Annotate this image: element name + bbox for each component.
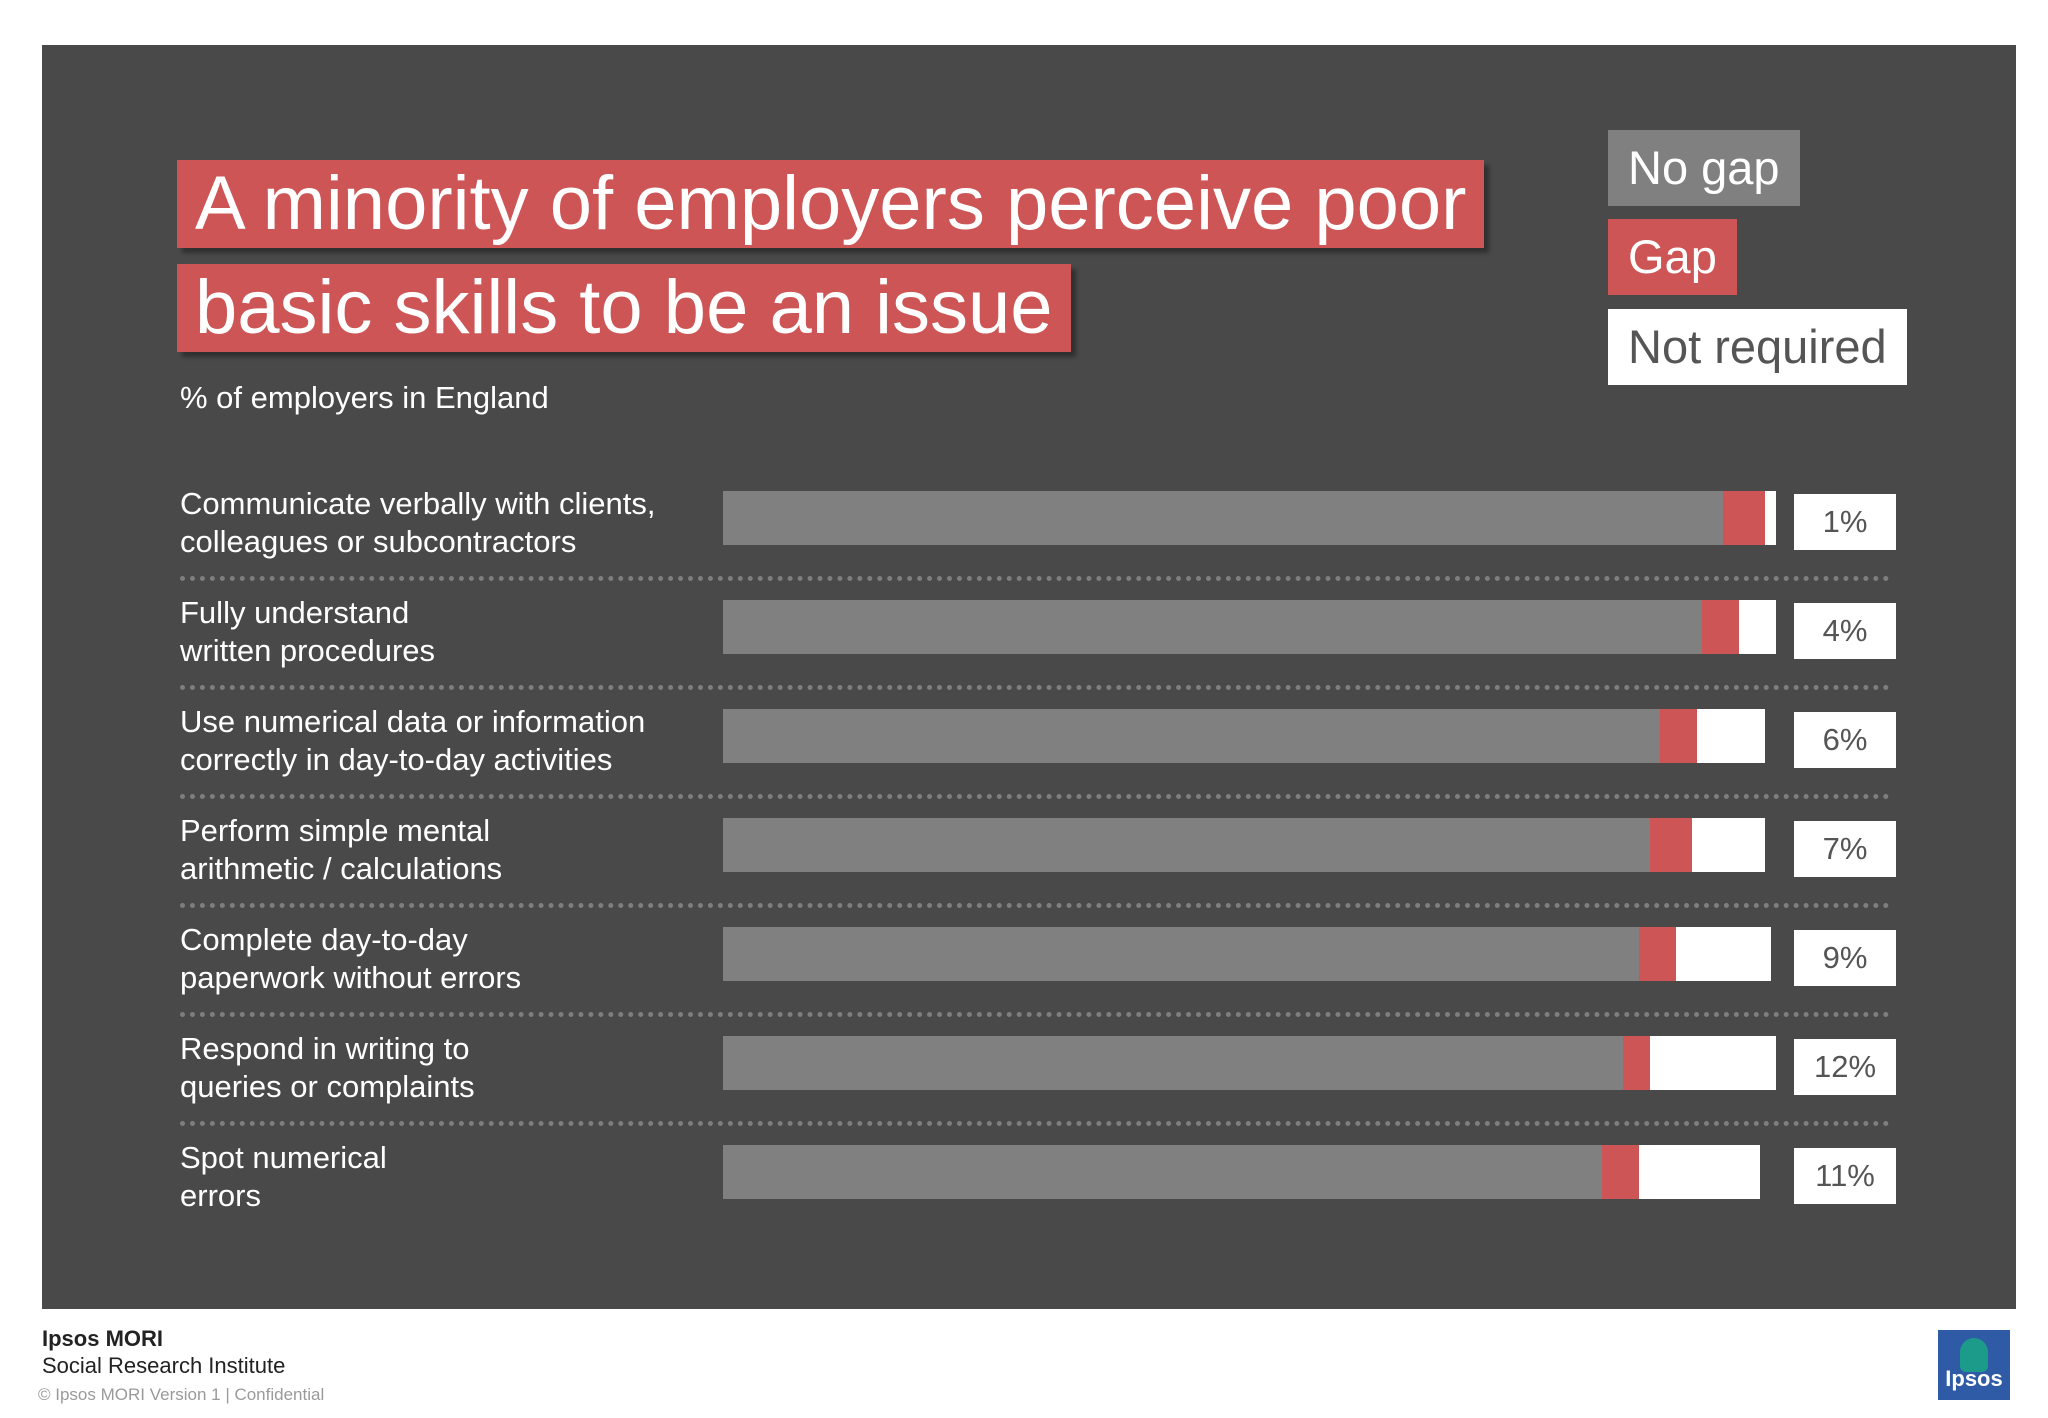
category-label: Use numerical data or information correct… [180,703,700,779]
bar-segment-gap [1660,709,1697,763]
bar-segment-not-required [1765,491,1776,545]
bar-segment-no-gap [723,818,1650,872]
category-label: Complete day-to-day paperwork without err… [180,921,700,997]
data-label-not-required: 7% [1794,821,1896,877]
category-label-line: Perform simple mental [180,813,491,848]
data-label-not-required: 9% [1794,930,1896,986]
bar-segment-gap [1702,600,1740,654]
row-divider [180,794,1890,799]
bar-segment-not-required [1697,709,1766,763]
bar-segment-not-required [1639,1145,1761,1199]
footer-copyright: © Ipsos MORI Version 1 | Confidential [38,1385,325,1404]
bar-segment-gap [1639,927,1676,981]
footer-institute: Social Research Institute [42,1353,286,1378]
category-label-line: Spot numerical [180,1140,387,1175]
row-divider [180,685,1890,690]
ipsos-logo: Ipsos [1938,1330,2010,1400]
category-label-line: colleagues or subcontractors [180,524,577,559]
bar-segment-not-required [1675,927,1771,981]
data-label-not-required: 12% [1794,1039,1896,1095]
category-label-line: arithmetic / calculations [180,851,503,886]
category-label-line: Use numerical data or information [180,704,646,739]
category-label-line: errors [180,1178,261,1213]
chart-subtitle: % of employers in England [180,380,549,415]
category-label-line: Complete day-to-day [180,922,468,957]
data-label-not-required: 6% [1794,712,1896,768]
bar-segment-no-gap [723,600,1703,654]
category-label-line: correctly in day-to-day activities [180,742,613,777]
chart-title-line-2: basic skills to be an issue [177,264,1071,352]
category-label-line: Respond in writing to [180,1031,470,1066]
row-divider [180,1121,1890,1126]
category-label-line: paperwork without errors [180,960,522,995]
bar-segment-not-required [1649,1036,1776,1090]
row-divider [180,576,1890,581]
data-label-not-required: 11% [1794,1148,1896,1204]
bar-segment-no-gap [723,1145,1603,1199]
bar-segment-gap [1649,818,1692,872]
footer-brand: Ipsos MORI [42,1326,164,1351]
bar-segment-gap [1602,1145,1640,1199]
legend-no-gap: No gap [1608,130,1800,206]
logo-text: Ipsos [1945,1366,2003,1391]
bar-segment-not-required [1739,600,1776,654]
category-label: Communicate verbally with clients, collea… [180,485,700,561]
category-label-line: Fully understand [180,595,410,630]
bar-segment-no-gap [723,927,1640,981]
category-label-line: Communicate verbally with clients, [180,486,656,521]
category-label: Spot numerical errors [180,1139,700,1215]
category-label: Respond in writing to queries or complain… [180,1030,700,1106]
bar-segment-gap [1623,1036,1650,1090]
category-label: Perform simple mental arithmetic / calcul… [180,812,700,888]
legend-gap: Gap [1608,219,1737,295]
bar-segment-no-gap [723,491,1724,545]
logo-head-icon [1960,1338,1988,1372]
category-label-line: written procedures [180,633,436,668]
data-label-not-required: 1% [1794,494,1896,550]
bar-segment-gap [1723,491,1766,545]
category-label-line: queries or complaints [180,1069,475,1104]
legend-not-required: Not required [1608,309,1907,385]
row-divider [180,903,1890,908]
bar-segment-no-gap [723,1036,1624,1090]
chart-title-line-1: A minority of employers perceive poor [177,160,1485,248]
row-divider [180,1012,1890,1017]
bar-segment-not-required [1691,818,1766,872]
category-label: Fully understand written procedures [180,594,700,670]
data-label-not-required: 4% [1794,603,1896,659]
bar-segment-no-gap [723,709,1661,763]
